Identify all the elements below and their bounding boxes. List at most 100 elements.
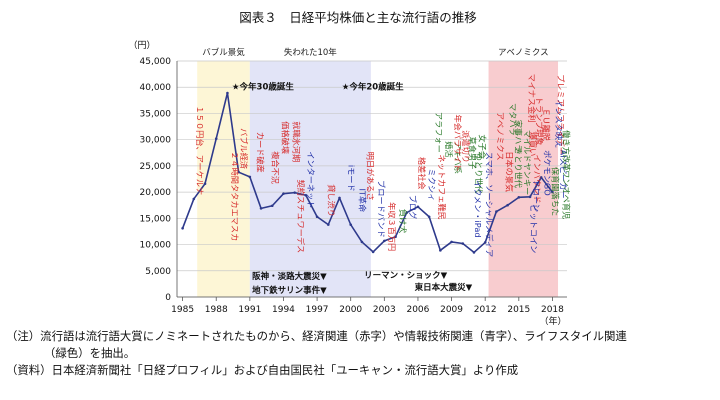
buzzword-label: ワンオペ育児 bbox=[562, 170, 572, 219]
buzzword-label: 家事ハラ bbox=[513, 120, 523, 153]
data-point bbox=[293, 191, 296, 194]
event-annotation: 阪神・淡路大震災▼ bbox=[252, 271, 327, 282]
buzzword-label: トランプ現象 bbox=[535, 97, 545, 146]
buzzword-label: 女子会 bbox=[478, 134, 488, 159]
buzzword-label: 契約スチュワーデス bbox=[296, 180, 306, 254]
buzzword-label: ビットコイン bbox=[529, 204, 539, 253]
x-tick-label: 1985 bbox=[171, 305, 194, 315]
buzzword-label: カード破産 bbox=[256, 132, 266, 173]
buzzword-label: IT革命 bbox=[358, 188, 368, 212]
buzzword-label: 就職氷河期 bbox=[292, 121, 302, 162]
buzzword-label: 価格破壊 bbox=[280, 121, 290, 154]
buzzword-label: 働き方改革 bbox=[562, 130, 572, 171]
era-label: バブル景気 bbox=[202, 47, 245, 58]
data-point bbox=[551, 190, 554, 194]
data-point bbox=[349, 223, 353, 226]
buzzword-label: AIスピーカー bbox=[558, 150, 568, 199]
axes: 0 5,000 10,000 15,000 20,000 25,000 30,000 35,0… bbox=[140, 57, 567, 315]
data-point bbox=[439, 249, 442, 252]
data-point bbox=[450, 240, 453, 244]
x-tick-label: 2009 bbox=[440, 305, 463, 315]
buzzword-label: ゆとり世代 bbox=[474, 153, 484, 194]
buzzword-label: ネットカフェ難民 bbox=[437, 154, 447, 220]
data-point bbox=[495, 210, 498, 213]
data-point bbox=[270, 204, 274, 208]
buzzword-label: ＥＵ離脱 bbox=[541, 108, 551, 141]
source-line: （資料）日本経済新聞社「日経プロフィル」および自由国民社「ユーキャン・流行語大賞… bbox=[6, 363, 519, 377]
y-tick-label: 5,000 bbox=[145, 267, 171, 277]
buzzword-label: 爆買い bbox=[528, 132, 538, 157]
buzzword-label: アキバ系 bbox=[453, 141, 463, 174]
data-point bbox=[539, 176, 543, 179]
buzzword-label: マイナス金利 bbox=[527, 74, 537, 123]
data-point bbox=[338, 196, 341, 200]
buzzword-label: インバウンド bbox=[533, 154, 543, 203]
data-point bbox=[472, 251, 476, 254]
buzzword-label: ブロードバンド bbox=[377, 180, 387, 238]
buzzword-label: 明日があるさ bbox=[366, 152, 376, 201]
y-axis-label: （円） bbox=[128, 40, 155, 51]
data-point bbox=[259, 207, 263, 210]
x-tick-label: 2012 bbox=[474, 305, 497, 315]
era-label: アベノミクス bbox=[498, 48, 549, 58]
data-point bbox=[203, 182, 207, 186]
buzzword-label: iモード bbox=[346, 165, 356, 192]
buzzword-label: 婚活 bbox=[444, 141, 454, 157]
chart-title: 図表３ 日経平均株価と主な流行語の推移 bbox=[239, 10, 477, 25]
data-point bbox=[226, 91, 229, 95]
data-point bbox=[371, 250, 375, 254]
buzzword-label: きとり世代 bbox=[513, 147, 523, 188]
buzzword-label: 負け犬 bbox=[398, 209, 408, 234]
data-point bbox=[282, 192, 285, 195]
x-tick-label: 1988 bbox=[205, 305, 228, 315]
data-point bbox=[237, 170, 240, 174]
data-point bbox=[192, 197, 196, 201]
chart: 図表３ 日経平均株価と主な流行語の推移 バブル景気 失われた10年 アベノミクス 0… bbox=[128, 10, 571, 327]
x-tick-label: 1991 bbox=[238, 305, 261, 315]
y-tick-label: 35,000 bbox=[140, 109, 172, 119]
y-tick-label: 25,000 bbox=[140, 162, 172, 172]
x-tick-label: 1994 bbox=[272, 305, 295, 315]
buzzword-label: 年収３百万円 bbox=[387, 202, 397, 251]
data-point bbox=[360, 240, 364, 244]
data-point bbox=[326, 223, 330, 226]
data-point bbox=[528, 195, 532, 199]
series-line bbox=[181, 91, 554, 254]
buzzword-label: 格差社会 bbox=[417, 157, 427, 190]
era-band bbox=[488, 61, 559, 297]
x-tick-label: 2000 bbox=[339, 305, 362, 315]
data-point bbox=[416, 205, 420, 209]
buzzword-label: インスタ映え bbox=[554, 99, 564, 148]
buzzword-label: ブログ bbox=[408, 195, 418, 220]
buzzword-label: ２４時間タタカエマスカ bbox=[230, 151, 240, 241]
era-band bbox=[249, 61, 371, 297]
x-tick-label: 2015 bbox=[507, 305, 530, 315]
buzzword-label: 年会パラサイト bbox=[453, 114, 463, 171]
buzzword-label: １５０円台、アーケルナ bbox=[195, 106, 205, 196]
era-label: 失われた10年 bbox=[284, 47, 337, 58]
x-tick-label: 1997 bbox=[306, 305, 329, 315]
data-point bbox=[383, 239, 386, 243]
event-annotation: ★今年30歳誕生 bbox=[232, 81, 294, 92]
data-point bbox=[506, 203, 509, 207]
note-line: （緑色）を抽出。 bbox=[44, 346, 136, 360]
buzzword-label: 草食男子 bbox=[468, 137, 478, 170]
data-point bbox=[248, 175, 252, 179]
x-axis-label: （年） bbox=[539, 315, 566, 327]
event-annotation: 地下鉄サリン事件▼ bbox=[252, 285, 327, 296]
buzzword-label: ミクシィ bbox=[427, 169, 437, 202]
buzzword-label: 貸し渋り bbox=[326, 184, 336, 217]
stock-price-line bbox=[181, 92, 554, 254]
buzzword-label: 日本の景気 bbox=[504, 151, 514, 192]
buzzword-label: 派遣切り bbox=[461, 130, 471, 163]
data-point bbox=[461, 242, 465, 245]
buzzword-label: プレミアムフライデー bbox=[556, 74, 566, 155]
buzzword-label: マタハラ bbox=[508, 103, 518, 136]
y-tick-label: 30,000 bbox=[140, 136, 172, 146]
event-annotation: リーマン・ショック▼ bbox=[364, 270, 448, 281]
data-point bbox=[304, 193, 308, 197]
y-tick-label: 45,000 bbox=[140, 57, 172, 67]
data-point bbox=[181, 226, 184, 230]
